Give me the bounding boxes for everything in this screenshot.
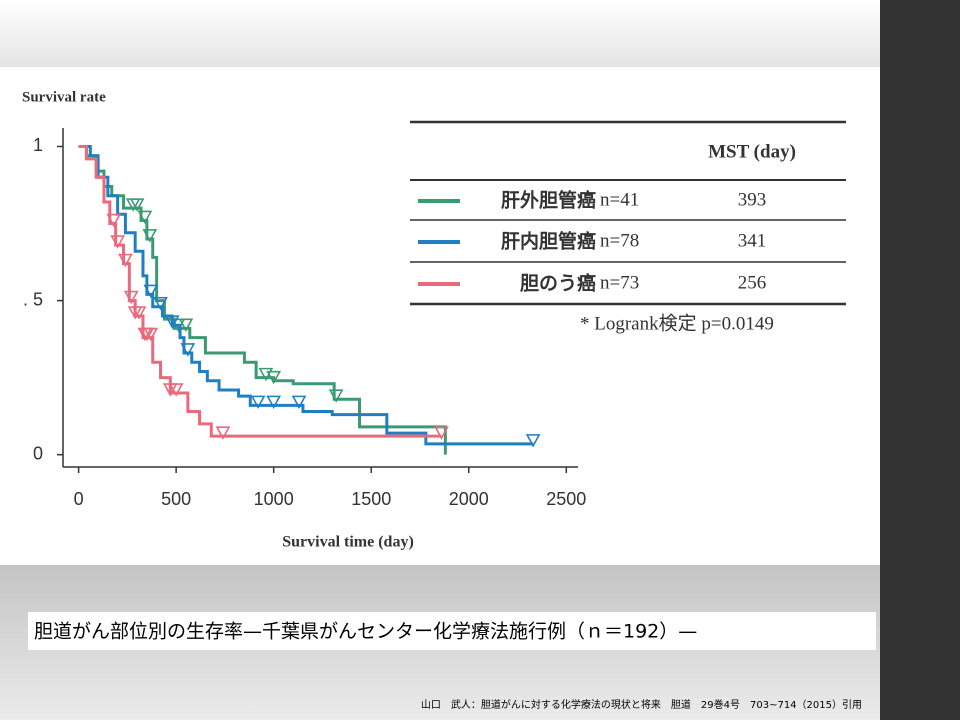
- caption: 胆道がん部位別の生存率—千葉県がんセンター化学療法施行例（ｎ＝192）—: [34, 621, 697, 643]
- side-bar: [880, 0, 960, 720]
- legend-n: n=73: [600, 272, 639, 293]
- x-tick-label: 2500: [546, 489, 586, 509]
- censor-mark: [106, 213, 122, 228]
- y-tick-label: 0: [33, 443, 43, 463]
- mst-value: 341: [738, 230, 767, 251]
- survival-curve: [78, 144, 442, 438]
- legend-n: n=78: [600, 230, 639, 251]
- censor-mark: [143, 327, 159, 342]
- y-axis-label: Survival rate: [22, 89, 106, 105]
- survival-curve: [78, 144, 534, 446]
- mst-value: 256: [738, 272, 767, 293]
- censor-mark: [178, 318, 194, 332]
- censor-mark: [250, 395, 266, 410]
- x-tick-label: 2000: [449, 489, 489, 509]
- censor-mark: [110, 235, 125, 249]
- censor-mark: [123, 290, 139, 305]
- footnote: * Logrank検定 p=0.0149: [580, 312, 774, 334]
- legend-name: 肝外胆管癌: [501, 189, 596, 212]
- legend-name: 胆のう癌: [520, 272, 596, 295]
- censor-mark: [291, 395, 307, 410]
- censor-mark: [143, 284, 159, 299]
- chart-panel: [0, 67, 880, 565]
- censor-mark: [266, 370, 282, 385]
- x-tick-label: 1500: [351, 489, 391, 509]
- legend-name: 肝内胆管癌: [501, 230, 596, 253]
- legend-n: n=41: [600, 189, 639, 210]
- x-tick-label: 1000: [254, 489, 294, 509]
- table-header: MST (day): [708, 141, 796, 162]
- censor-mark: [164, 315, 180, 329]
- censor-mark: [215, 426, 231, 440]
- y-tick-label: 1: [33, 135, 43, 155]
- censor-mark: [142, 229, 158, 243]
- top-band: [0, 0, 880, 67]
- censor-mark: [168, 383, 184, 397]
- legend-table: MST (day) * Logrank検定 p=0.0149: [410, 120, 846, 334]
- x-tick-label: 500: [161, 489, 191, 509]
- censor-mark: [266, 395, 282, 410]
- y-tick-label: . 5: [23, 289, 43, 309]
- caption-box: [28, 612, 876, 650]
- censor-mark: [131, 306, 147, 320]
- censor-mark: [137, 210, 153, 225]
- mst-value: 393: [738, 189, 767, 210]
- censor-mark: [129, 198, 145, 212]
- censor-mark: [328, 389, 344, 403]
- citation: 山口 武人：胆道がんに対する化学療法の現状と将来 胆道 29巻4号 703~71…: [421, 698, 862, 711]
- censor-mark: [434, 426, 449, 440]
- censor-mark: [153, 296, 168, 311]
- x-tick-label: 0: [74, 489, 84, 509]
- censor-mark: [525, 434, 541, 448]
- censor-mark: [180, 343, 196, 357]
- x-axis-label: Survival time (day): [282, 534, 414, 551]
- censor-mark: [118, 253, 133, 268]
